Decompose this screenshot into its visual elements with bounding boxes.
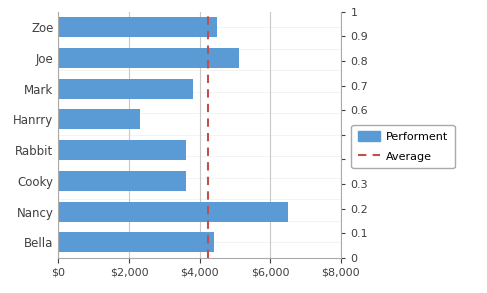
Bar (58, 232, 214, 253)
Bar (58, 17, 217, 37)
Bar (58, 202, 288, 222)
Bar (58, 48, 239, 68)
Bar (58, 171, 186, 191)
Bar (58, 140, 186, 160)
Legend: Performent, Average: Performent, Average (351, 125, 455, 168)
Bar (58, 109, 140, 130)
Bar (58, 79, 193, 99)
